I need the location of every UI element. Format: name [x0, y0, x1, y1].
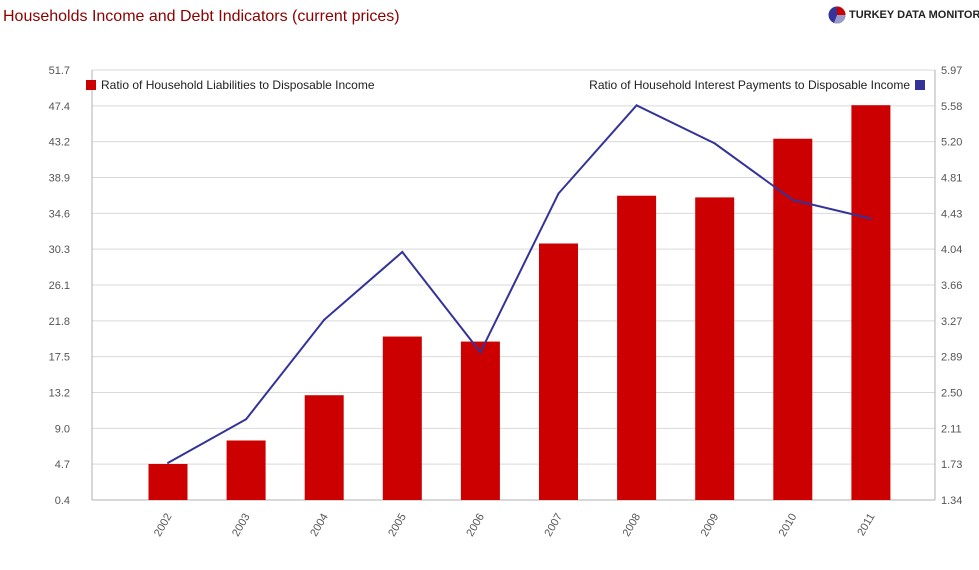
y-left-tick-label: 21.8 [49, 316, 70, 328]
y-right-tick-label: 2.50 [941, 388, 962, 400]
line-point [401, 251, 404, 254]
y-left-tick-label: 47.4 [49, 101, 70, 113]
y-right-tick-label: 4.04 [941, 244, 962, 256]
bar [226, 440, 266, 500]
chart-title: Households Income and Debt Indicators (c… [3, 8, 400, 25]
x-tick-label: 2002 [152, 512, 175, 539]
y-right-tick-label: 2.89 [941, 352, 962, 364]
line-point [869, 217, 872, 220]
y-right-tick-label: 4.81 [941, 173, 962, 185]
x-tick-label: 2006 [464, 512, 487, 539]
y-right-tick-label: 4.43 [941, 208, 962, 220]
bar [460, 341, 500, 500]
y-right-tick-label: 3.27 [941, 316, 962, 328]
legend-swatch-liabilities [86, 80, 96, 90]
x-tick-label: 2011 [855, 512, 877, 538]
x-tick-label: 2007 [542, 512, 565, 539]
line-point [479, 351, 482, 354]
y-left-tick-label: 30.3 [49, 244, 70, 256]
y-left-tick-label: 26.1 [49, 280, 70, 292]
bar [617, 195, 657, 500]
y-left-tick-label: 43.2 [49, 137, 70, 149]
bar [851, 105, 891, 500]
y-left-tick-label: 17.5 [49, 352, 70, 364]
bar [304, 395, 344, 500]
line-point [713, 142, 716, 145]
legend-swatch-interest [915, 80, 925, 90]
line-point [635, 104, 638, 107]
y-left-tick-label: 0.4 [55, 495, 70, 507]
x-tick-label: 2010 [777, 512, 800, 539]
x-tick-label: 2008 [621, 512, 644, 539]
line-point [245, 418, 248, 421]
brand-name: TURKEY DATA MONITOR [849, 9, 979, 21]
line-point [323, 318, 326, 321]
y-left-tick-label: 51.7 [49, 65, 70, 77]
y-left-tick-label: 34.6 [49, 208, 70, 220]
line-point [557, 192, 560, 195]
y-right-tick-label: 5.20 [941, 137, 962, 149]
y-right-tick-label: 1.34 [941, 495, 962, 507]
y-left-tick-label: 4.7 [55, 459, 70, 471]
x-tick-label: 2009 [699, 512, 722, 539]
y-right-tick-label: 1.73 [941, 459, 962, 471]
x-tick-label: 2004 [308, 512, 331, 539]
line-point [791, 199, 794, 202]
x-tick-label: 2005 [386, 512, 409, 539]
brand-logo[interactable]: TURKEY DATA MONITOR [828, 6, 979, 24]
y-right-tick-label: 2.11 [941, 423, 962, 435]
y-right-tick-label: 5.97 [941, 65, 962, 77]
line-point [167, 461, 169, 464]
legend-interest: Ratio of Household Interest Payments to … [589, 78, 910, 92]
legend-liabilities: Ratio of Household Liabilities to Dispos… [101, 78, 375, 92]
bar [382, 336, 422, 500]
y-left-tick-label: 38.9 [49, 173, 70, 185]
pie-logo-icon [828, 6, 846, 24]
bar [773, 138, 813, 500]
y-right-tick-label: 5.58 [941, 101, 962, 113]
bar [695, 197, 735, 500]
bar [148, 463, 188, 500]
y-right-tick-label: 3.66 [941, 280, 962, 292]
x-tick-label: 2003 [230, 512, 253, 539]
y-left-tick-label: 9.0 [55, 423, 70, 435]
y-left-tick-label: 13.2 [49, 388, 70, 400]
bar [539, 243, 578, 500]
interest-line [167, 104, 872, 464]
